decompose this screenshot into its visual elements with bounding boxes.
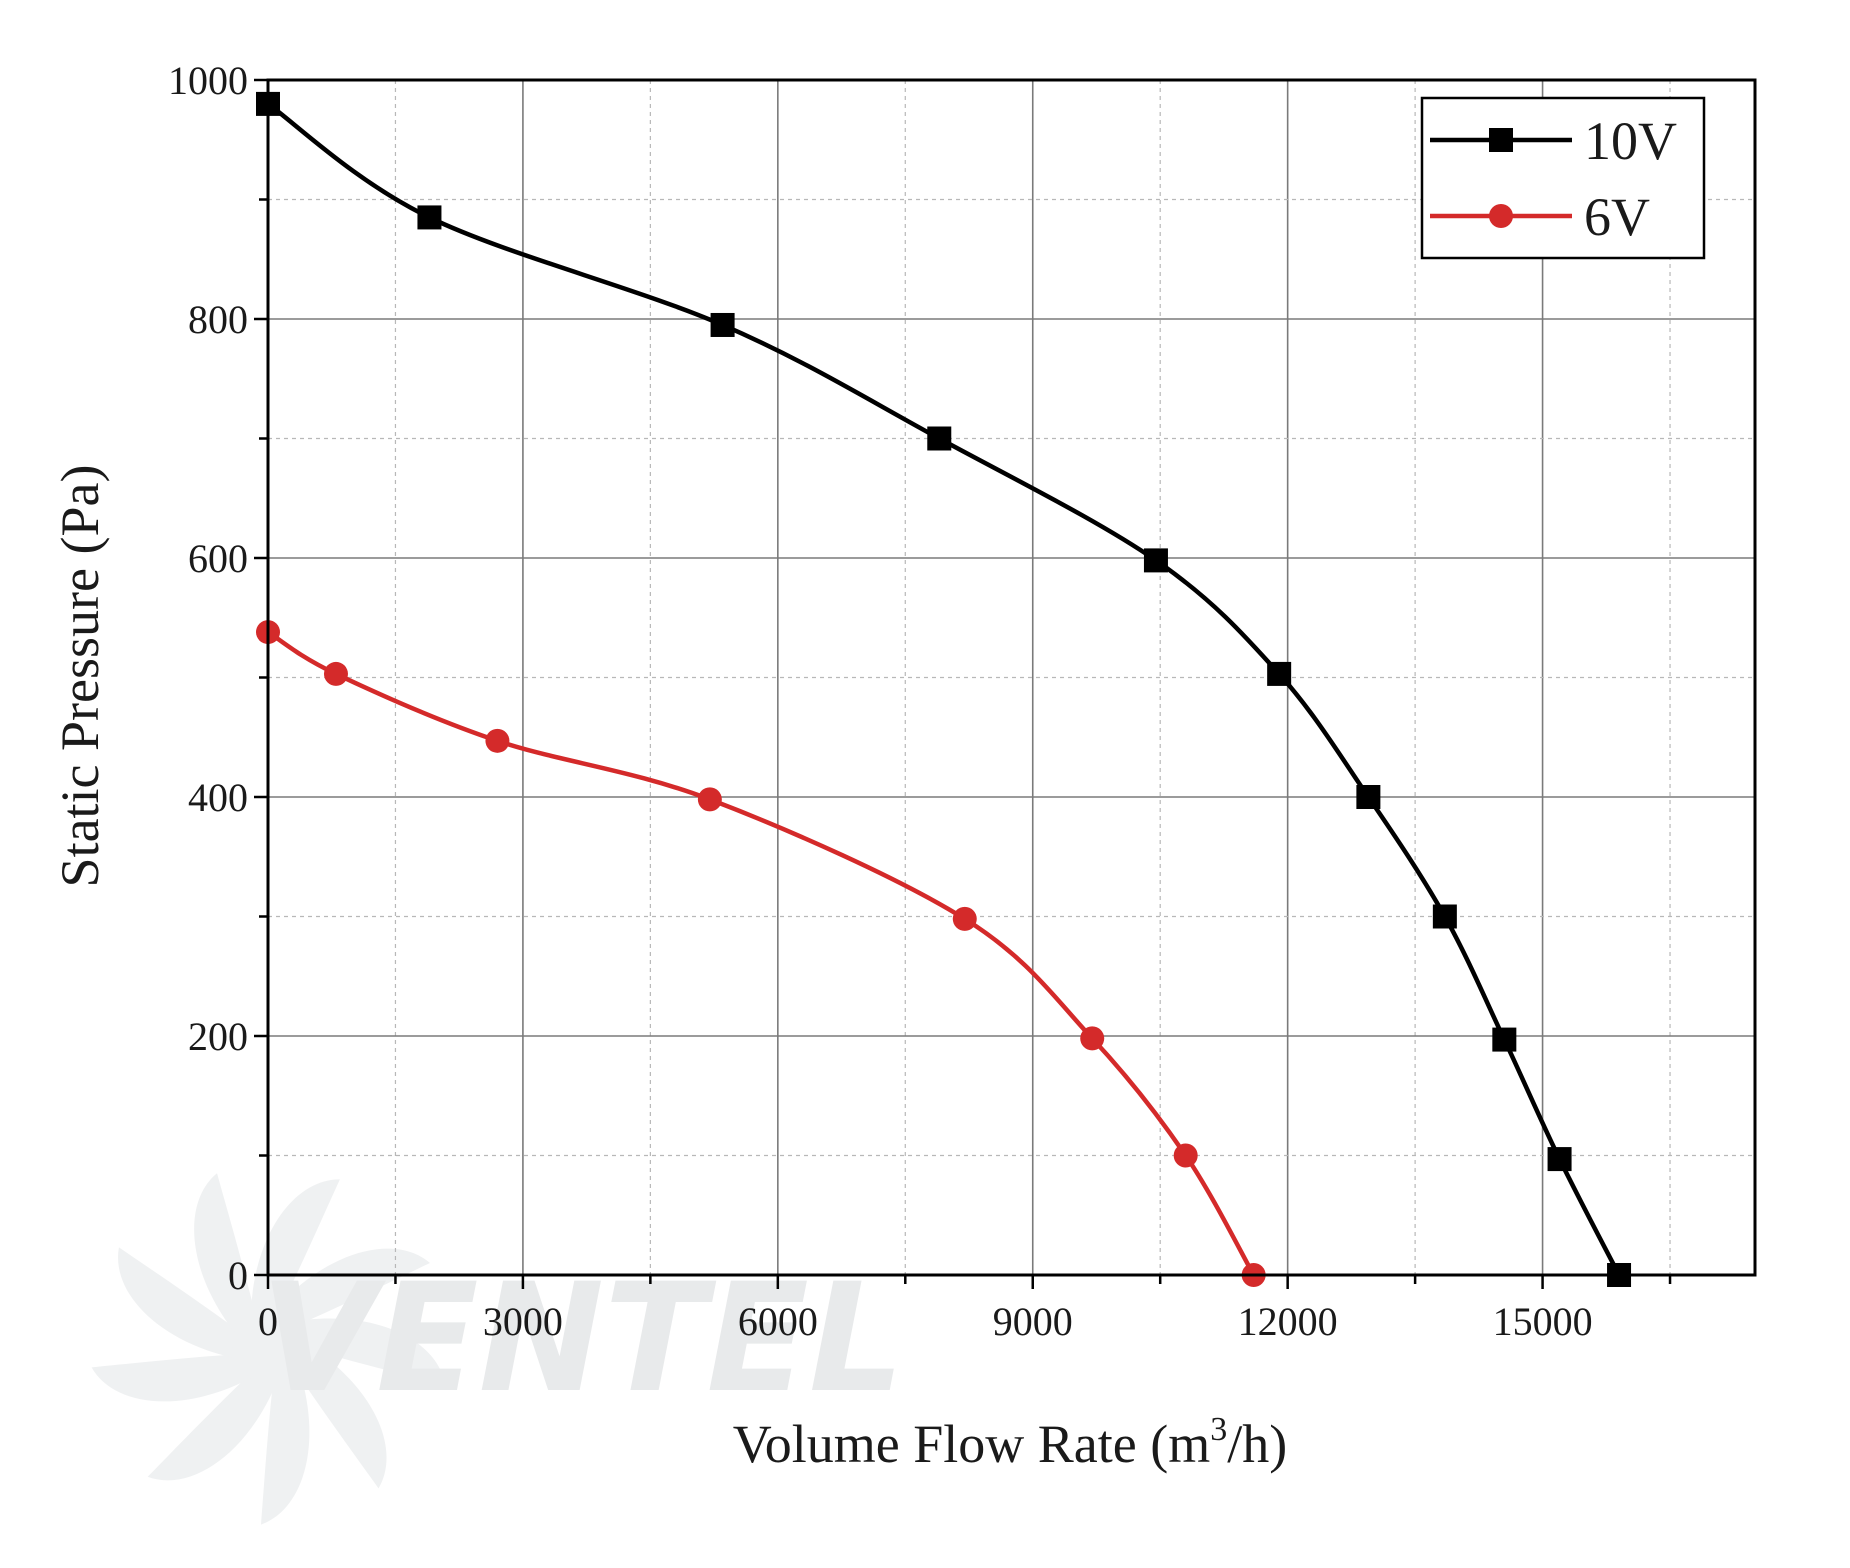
legend-label-6v: 6V — [1584, 187, 1650, 247]
legend-box — [1420, 96, 1706, 260]
data-point-10v — [1267, 661, 1292, 686]
fan-blade — [194, 1173, 263, 1344]
y-tick-label: 800 — [188, 297, 248, 342]
legend-marker-10v — [1489, 128, 1513, 152]
data-point-6v — [1173, 1143, 1198, 1168]
data-point-6v — [485, 728, 510, 753]
fan-blade — [277, 1339, 387, 1489]
tick-labels: 0 3000 6000 9000 12000 15000 0 200 400 600 800 1000 — [168, 58, 1593, 1344]
x-tick-label: 6000 — [738, 1299, 818, 1344]
data-point-6v — [697, 787, 722, 812]
fan-blade — [91, 1352, 268, 1402]
series-lines — [266, 102, 1622, 1277]
fan-blade — [270, 1248, 430, 1337]
series-line-6v — [266, 630, 1256, 1277]
x-tick-label: 3000 — [483, 1299, 563, 1344]
x-tick-label: 9000 — [993, 1299, 1073, 1344]
x-tick-label: 15000 — [1493, 1299, 1593, 1344]
data-point-10v — [1356, 785, 1381, 809]
legend-marker-6v — [1489, 204, 1513, 228]
y-tick-label: 400 — [188, 775, 248, 820]
fan-blade — [118, 1247, 264, 1360]
y-tick-label: 200 — [188, 1014, 248, 1059]
data-point-10v — [1432, 904, 1457, 929]
x-axis-label: Volume Flow Rate (m3/h) — [733, 1411, 1287, 1474]
watermark-text: VENTEL — [260, 1252, 904, 1426]
data-point-10v — [417, 205, 442, 230]
data-point-6v — [1080, 1026, 1105, 1051]
data-point-10v — [927, 426, 952, 451]
data-point-6v — [323, 661, 348, 686]
y-tick-label: 1000 — [168, 58, 248, 103]
axis-ticks — [254, 78, 1672, 1289]
series-line-10v — [266, 102, 1622, 1277]
data-point-10v — [1143, 548, 1168, 573]
fan-blade — [261, 1349, 310, 1525]
fan-blade — [275, 1318, 446, 1386]
fan-blade — [147, 1352, 281, 1481]
x-tick-label: 0 — [258, 1299, 278, 1344]
y-tick-label: 0 — [228, 1253, 248, 1298]
data-point-10v — [1492, 1027, 1517, 1052]
fan-icon — [91, 1173, 446, 1525]
fan-blade — [250, 1179, 340, 1339]
y-tick-label: 600 — [188, 536, 248, 581]
data-point-10v — [1547, 1147, 1572, 1172]
x-tick-label: 12000 — [1238, 1299, 1338, 1344]
y-axis-label: Static Pressure (Pa) — [50, 465, 110, 888]
data-point-10v — [710, 312, 735, 337]
legend-label-10v: 10V — [1584, 111, 1677, 171]
data-point-6v — [952, 906, 977, 931]
watermark: VENTEL — [91, 1173, 904, 1525]
series-markers — [256, 91, 1632, 1287]
